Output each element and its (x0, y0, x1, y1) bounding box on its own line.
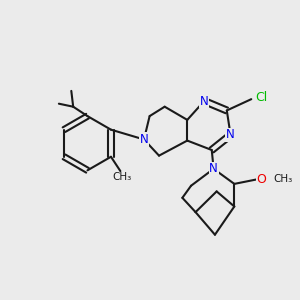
Text: O: O (256, 173, 266, 186)
Text: N: N (200, 94, 208, 108)
Text: CH₃: CH₃ (112, 172, 131, 182)
Text: CH₃: CH₃ (273, 174, 292, 184)
Text: N: N (209, 162, 218, 175)
Text: N: N (140, 133, 148, 146)
Text: N: N (226, 128, 235, 141)
Text: Cl: Cl (256, 91, 268, 104)
